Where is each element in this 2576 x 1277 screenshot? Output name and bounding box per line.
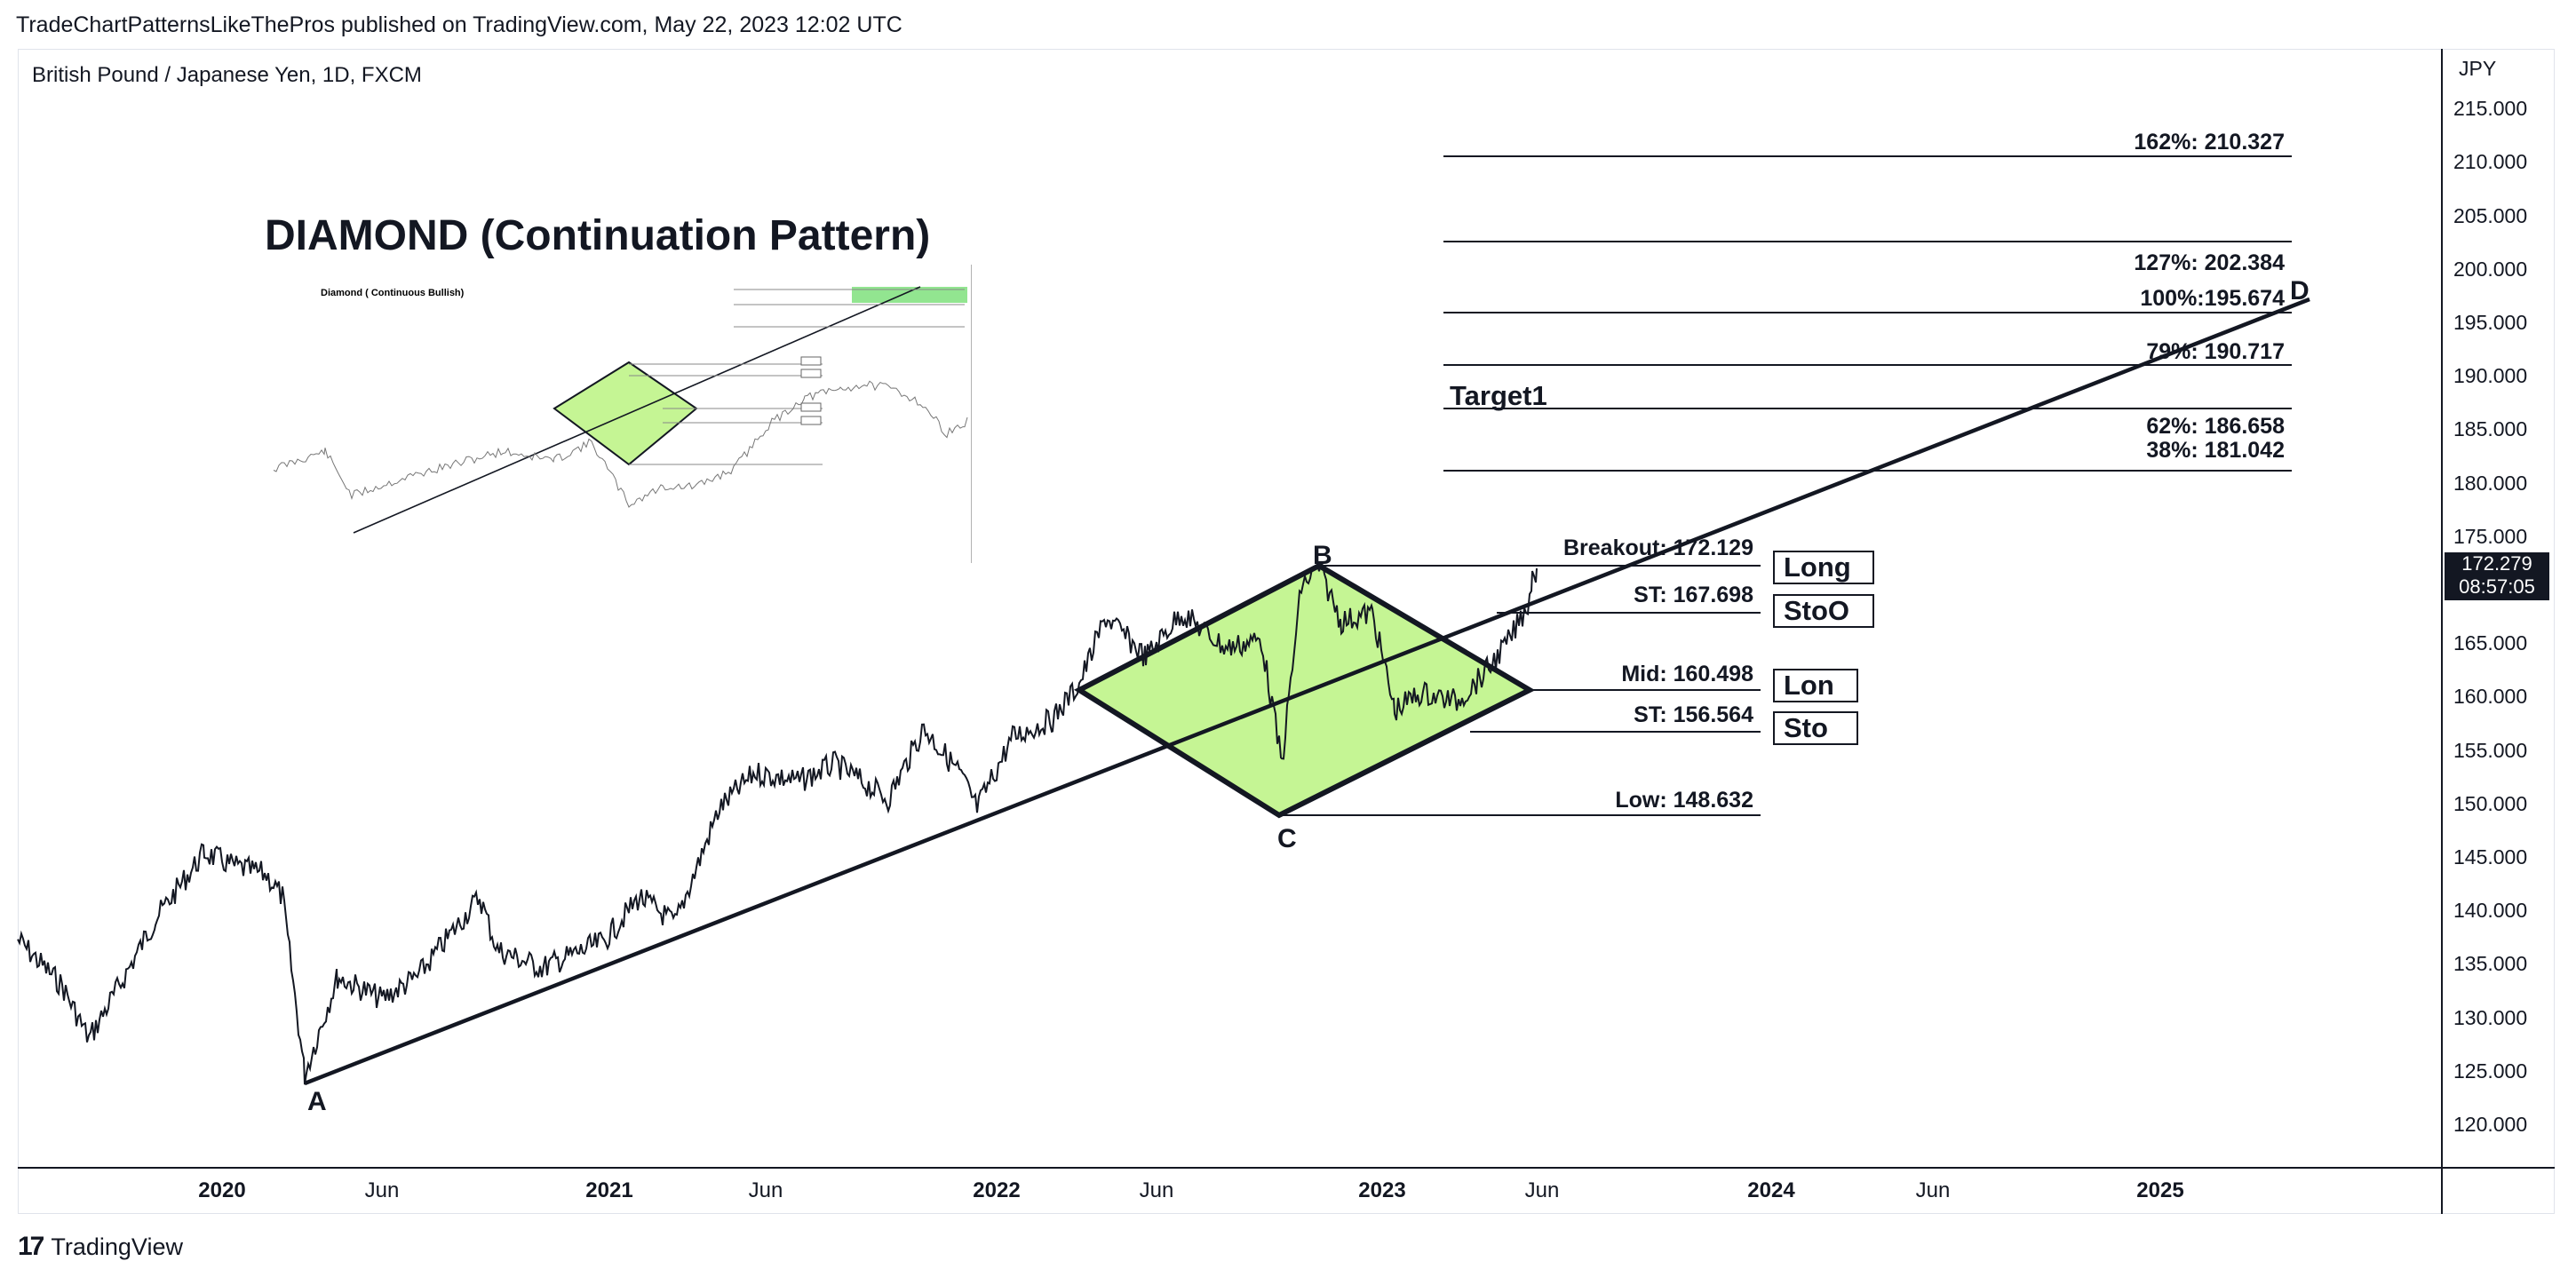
time-tick-label: 2023 <box>1358 1178 1406 1202</box>
fib-level-label: 100%:195.674 <box>2140 286 2285 311</box>
price-tick-label: 185.000 <box>2453 417 2528 441</box>
inset-title: Diamond ( Continuous Bullish) <box>321 288 465 298</box>
currency-unit: JPY <box>2459 57 2497 80</box>
fib-level-label: 162%: 210.327 <box>2134 130 2285 155</box>
stop-order-box[interactable]: StoO <box>1773 594 1874 628</box>
long-order-box-2[interactable]: Lon <box>1773 669 1858 702</box>
price-tick-label: 160.000 <box>2453 685 2528 709</box>
pattern-level-label: ST: 156.564 <box>1634 702 1753 727</box>
bar-countdown: 08:57:05 <box>2459 575 2535 598</box>
price-tick-label: 165.000 <box>2453 631 2528 655</box>
point-b-label: B <box>1313 541 1332 570</box>
time-tick-label: 2020 <box>198 1178 246 1202</box>
price-tick-label: 130.000 <box>2453 1005 2528 1029</box>
footer[interactable]: 17 TradingView <box>18 1232 183 1262</box>
trendline-a-d <box>304 297 2310 1086</box>
target1-label: Target1 <box>1450 380 1547 411</box>
time-tick-label: 2025 <box>2136 1178 2184 1202</box>
price-tick-label: 210.000 <box>2453 150 2528 174</box>
price-tick-label: 215.000 <box>2453 97 2528 121</box>
price-tick-label: 200.000 <box>2453 257 2528 281</box>
price-axis-divider <box>2441 49 2443 1214</box>
pattern-level-label: Low: 148.632 <box>1615 788 1753 813</box>
price-tick-label: 175.000 <box>2453 524 2528 548</box>
time-tick-label: Jun <box>364 1178 400 1202</box>
pattern-level-label: ST: 167.698 <box>1634 583 1753 607</box>
chart-title: DIAMOND (Continuation Pattern) <box>265 212 931 259</box>
symbol-info[interactable]: British Pound / Japanese Yen, 1D, FXCM <box>32 63 422 87</box>
fib-level-label: 38%: 181.042 <box>2146 438 2285 463</box>
last-price: 172.279 <box>2461 552 2532 575</box>
time-axis-divider <box>18 1167 2555 1169</box>
price-tick-label: 190.000 <box>2453 364 2528 388</box>
fib-level-label: 62%: 186.658 <box>2146 414 2285 439</box>
price-tick-label: 125.000 <box>2453 1059 2528 1083</box>
price-tick-label: 145.000 <box>2453 845 2528 869</box>
price-tick-label: 195.000 <box>2453 311 2528 334</box>
time-tick-label: Jun <box>1139 1178 1174 1202</box>
point-c-label: C <box>1277 824 1297 853</box>
time-tick-label: 2021 <box>585 1178 633 1202</box>
point-d-label: D <box>2290 276 2310 305</box>
price-tick-label: 180.000 <box>2453 471 2528 495</box>
publish-info: TradeChartPatternsLikeThePros published … <box>16 12 902 37</box>
price-tick-label: 140.000 <box>2453 899 2528 923</box>
price-tick-label: 135.000 <box>2453 952 2528 976</box>
long-order-box[interactable]: Long <box>1773 551 1874 584</box>
price-series <box>17 560 1538 1085</box>
time-tick-label: 2024 <box>1747 1178 1795 1202</box>
stop-order-box-2[interactable]: Sto <box>1773 711 1858 745</box>
time-tick-label: 2022 <box>973 1178 1021 1202</box>
tradingview-logo-icon: 17 <box>18 1232 44 1261</box>
last-price-tag: 172.279 08:57:05 <box>2445 552 2549 600</box>
price-tick-label: 205.000 <box>2453 203 2528 227</box>
fib-level-label: 127%: 202.384 <box>2134 250 2285 275</box>
time-tick-label: Jun <box>748 1178 783 1202</box>
point-a-label: A <box>307 1087 327 1116</box>
chart-frame[interactable] <box>18 49 2555 1214</box>
inset-reference-chart: Diamond ( Continuous Bullish) <box>272 265 972 563</box>
price-tick-label: 120.000 <box>2453 1113 2528 1136</box>
fib-level-label: 79%: 190.717 <box>2146 339 2285 364</box>
pattern-level-label: Mid: 160.498 <box>1621 662 1753 686</box>
time-tick-label: Jun <box>1915 1178 1951 1202</box>
footer-brand: TradingView <box>51 1233 183 1260</box>
price-tick-label: 155.000 <box>2453 738 2528 762</box>
price-tick-label: 150.000 <box>2453 791 2528 815</box>
pattern-level-label: Breakout: 172.129 <box>1562 535 1753 560</box>
time-tick-label: Jun <box>1524 1178 1560 1202</box>
